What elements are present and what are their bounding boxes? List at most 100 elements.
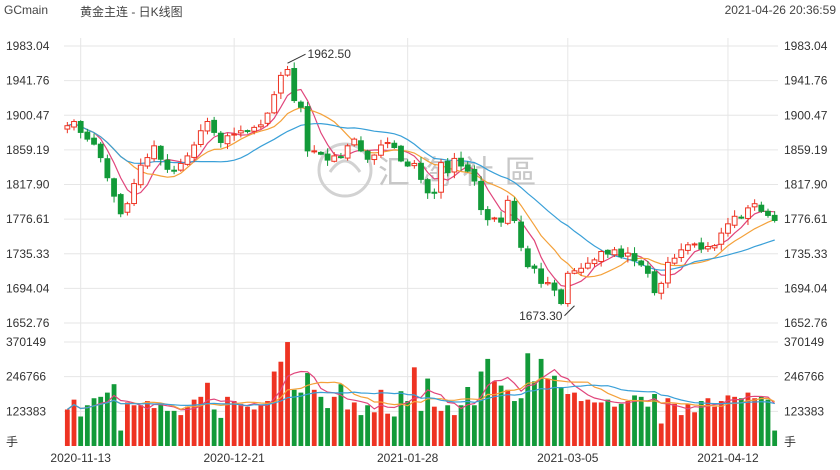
price-tick-label: 1941.76 — [6, 74, 50, 88]
chart-title: 黄金主连 - 日K线图 — [80, 5, 183, 19]
volume-bar — [378, 389, 384, 446]
date-tick-label: 2021-03-05 — [537, 451, 599, 465]
volume-unit-left: 手 — [6, 435, 18, 449]
candle-body — [471, 168, 478, 182]
candle-body — [224, 135, 231, 145]
volume-bar — [91, 398, 97, 446]
candle-body — [171, 169, 178, 172]
candle-body — [458, 157, 464, 167]
candle-body — [604, 249, 611, 255]
volume-bar — [512, 401, 517, 446]
ma-mid-line — [67, 106, 775, 278]
volume-bar — [678, 415, 684, 446]
volume-bar — [245, 406, 250, 446]
volume-bar — [592, 402, 597, 446]
volume-bar — [251, 409, 257, 446]
date-axis: 2020-11-13 2020-12-21 2021-01-28 2021-03-05… — [50, 451, 759, 465]
candle-body — [271, 94, 278, 114]
price-tick-label: 1776.61 — [6, 212, 50, 226]
candle-body — [297, 101, 304, 108]
candle-body — [664, 261, 671, 284]
volume-bar — [411, 367, 417, 446]
volume-bar — [198, 396, 204, 446]
volume-tick-label: 246766 — [784, 370, 824, 384]
candle-body — [644, 265, 651, 274]
candles — [64, 62, 778, 307]
candle-body — [578, 267, 585, 273]
grid-lines — [64, 38, 778, 446]
price-tick-label: 1694.04 — [6, 281, 50, 295]
volume-bar — [358, 415, 364, 446]
candle-body — [358, 140, 364, 152]
volume-bar — [652, 394, 657, 446]
candle-body — [498, 217, 504, 223]
volume-bar — [171, 410, 177, 446]
candle-body — [211, 119, 218, 133]
price-tick-label: 1983.04 — [784, 39, 828, 53]
candle-body — [351, 138, 358, 146]
volume-bar — [111, 384, 117, 446]
price-tick-label: 1694.04 — [784, 281, 828, 295]
volume-axis-left: 370149 246766 123383 — [6, 335, 46, 418]
volume-bar — [478, 371, 484, 446]
volume-bar — [545, 378, 551, 446]
candle-body — [424, 179, 431, 194]
candle-body — [151, 145, 157, 160]
price-axis-left: 1983.04 1941.76 1900.47 1859.19 1817.90 1776.… — [6, 39, 50, 330]
volume-bar — [318, 396, 324, 446]
candle-body — [738, 216, 745, 219]
volume-bar — [632, 395, 637, 446]
volume-bar — [191, 399, 197, 446]
candle-body — [725, 223, 731, 234]
volume-bar — [585, 399, 591, 446]
volume-bar — [345, 409, 351, 446]
volume-bar — [738, 398, 744, 446]
volume-bar — [471, 405, 477, 446]
candle-body — [524, 248, 531, 268]
price-tick-label: 1776.61 — [784, 212, 828, 226]
volume-bar — [718, 401, 724, 446]
candle-body — [164, 159, 171, 170]
volume-bar — [572, 392, 577, 446]
candle-body — [418, 162, 424, 180]
volume-bar — [151, 408, 157, 446]
volume-bar — [285, 342, 290, 446]
volume-tick-label: 123383 — [784, 404, 824, 418]
volume-bar — [78, 416, 84, 446]
candle-body — [378, 144, 384, 156]
candle-body — [685, 244, 691, 251]
candle-body — [731, 215, 738, 226]
volume-bar — [271, 371, 277, 446]
candle-body — [324, 153, 331, 161]
candle-body — [251, 126, 258, 132]
ma-long-line — [67, 122, 775, 271]
candle-body — [404, 161, 411, 167]
price-tick-label: 1817.90 — [6, 178, 50, 192]
volume-bar — [258, 405, 264, 446]
candle-body — [344, 145, 351, 159]
volume-bar — [598, 402, 604, 446]
candle-body — [631, 253, 638, 262]
volume-bar — [625, 401, 631, 446]
candle-body — [311, 150, 318, 153]
price-axis-right: 1983.04 1941.76 1900.47 1859.19 1817.90 1776.… — [784, 39, 828, 330]
candle-body — [124, 203, 131, 213]
volume-bar — [525, 353, 531, 446]
date-tick-label: 2020-12-21 — [203, 451, 265, 465]
candle-body — [318, 151, 324, 155]
candle-body — [484, 209, 491, 221]
price-tick-label: 1817.90 — [784, 178, 828, 192]
volume-bar — [71, 399, 77, 446]
candle-body — [71, 121, 77, 128]
candle-body — [84, 131, 91, 140]
volume-bar — [431, 406, 437, 446]
candle-body — [538, 268, 545, 284]
volume-bar — [218, 417, 224, 446]
candle-body — [77, 120, 84, 133]
volume-bar — [405, 401, 411, 446]
volume-tick-label: 370149 — [784, 335, 824, 349]
price-tick-label: 1900.47 — [784, 108, 828, 122]
volume-bar — [398, 391, 404, 446]
volume-bar — [158, 403, 164, 446]
